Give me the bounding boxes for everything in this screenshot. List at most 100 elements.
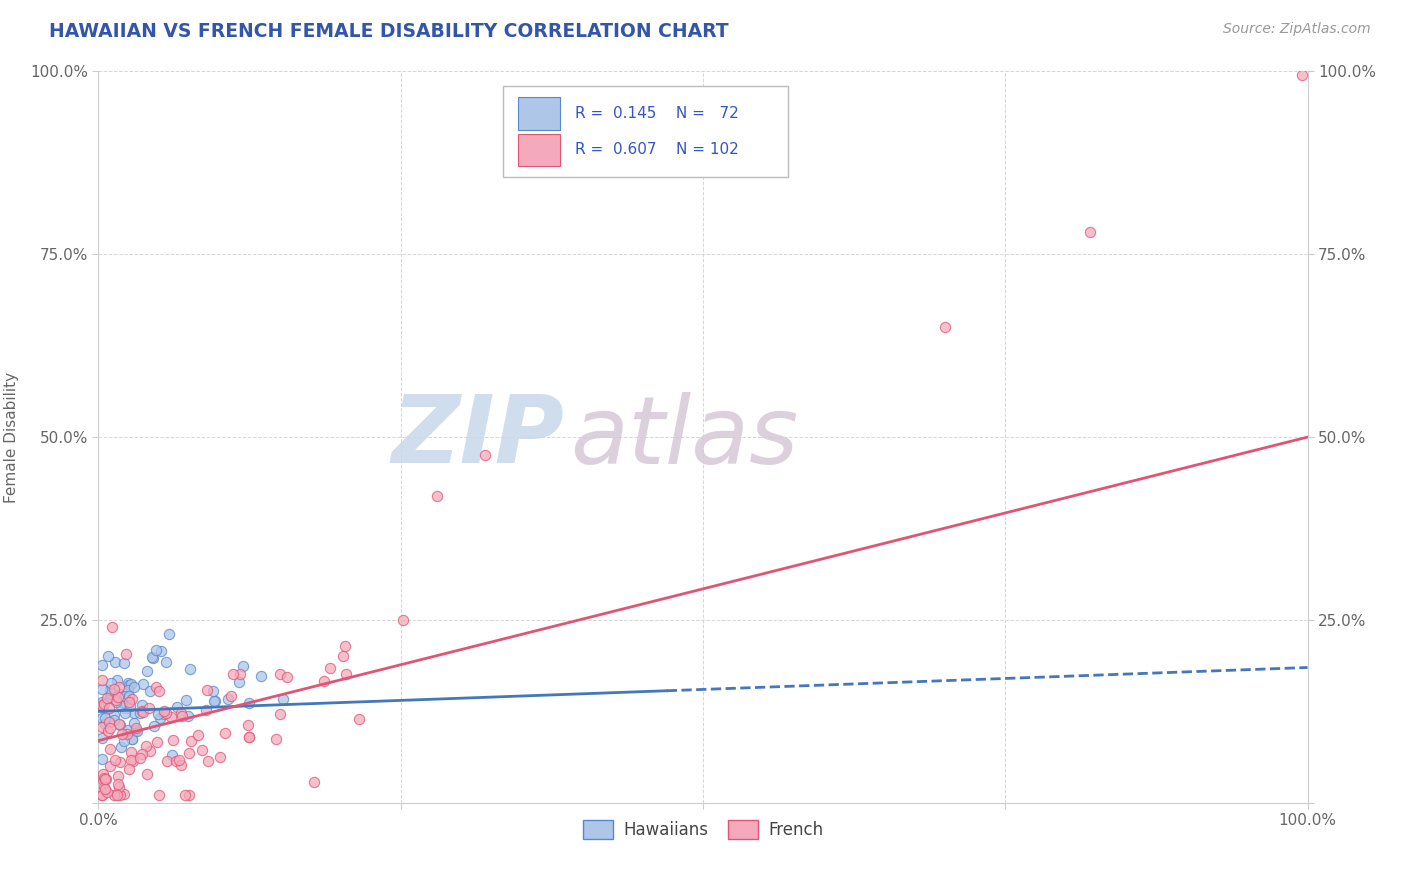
Point	[335, 666, 357, 681]
Point	[91, 681, 114, 696]
Point	[107, 681, 129, 695]
Point	[314, 673, 336, 688]
Point	[149, 644, 172, 658]
Point	[249, 668, 271, 682]
Point	[204, 694, 226, 708]
Point	[93, 772, 115, 786]
Point	[170, 757, 193, 772]
Point	[135, 739, 157, 753]
Point	[125, 723, 148, 737]
Point	[98, 690, 121, 704]
Point	[117, 762, 139, 776]
Point	[91, 699, 114, 714]
Point	[149, 711, 172, 725]
Point	[139, 683, 162, 698]
Point	[474, 448, 496, 462]
Point	[180, 734, 202, 748]
Point	[98, 683, 121, 698]
Point	[105, 789, 128, 803]
Point	[112, 656, 135, 670]
Point	[91, 789, 114, 803]
Point	[100, 687, 122, 701]
Point	[136, 665, 159, 679]
Point	[122, 680, 145, 694]
Point	[118, 678, 141, 692]
Text: R =  0.145    N =   72: R = 0.145 N = 72	[575, 106, 738, 121]
Point	[155, 656, 177, 670]
Point	[115, 727, 138, 741]
Point	[118, 699, 141, 714]
Point	[94, 717, 117, 731]
Point	[93, 772, 115, 786]
Point	[217, 692, 239, 706]
Point	[349, 712, 371, 726]
Text: R =  0.607    N = 102: R = 0.607 N = 102	[575, 143, 738, 158]
Point	[152, 706, 174, 721]
Point	[162, 733, 184, 747]
Point	[118, 689, 141, 703]
Point	[121, 692, 143, 706]
Y-axis label: Female Disability: Female Disability	[4, 371, 18, 503]
Point	[110, 718, 132, 732]
Point	[269, 667, 291, 681]
Point	[146, 735, 169, 749]
Point	[332, 648, 354, 663]
Point	[103, 707, 125, 722]
Point	[179, 663, 201, 677]
Point	[91, 767, 114, 781]
Point	[125, 723, 148, 738]
Point	[91, 658, 114, 673]
Point	[97, 723, 120, 738]
Point	[100, 676, 122, 690]
Point	[136, 766, 159, 780]
Point	[145, 643, 167, 657]
Point	[142, 651, 165, 665]
Text: Source: ZipAtlas.com: Source: ZipAtlas.com	[1223, 22, 1371, 37]
Point	[112, 734, 135, 748]
Point	[148, 684, 170, 698]
Point	[117, 683, 139, 698]
Point	[104, 753, 127, 767]
Point	[115, 647, 138, 661]
Point	[173, 789, 195, 803]
Point	[98, 741, 121, 756]
Point	[91, 731, 114, 745]
Point	[93, 697, 115, 711]
Point	[107, 690, 129, 704]
Point	[165, 754, 187, 768]
Point	[94, 710, 117, 724]
Point	[108, 780, 131, 795]
Point	[98, 721, 121, 735]
Point	[96, 785, 118, 799]
Point	[122, 755, 145, 769]
Point	[238, 730, 260, 744]
Point	[131, 747, 153, 761]
Point	[91, 698, 114, 712]
Point	[934, 320, 956, 334]
Point	[108, 717, 131, 731]
Point	[98, 759, 121, 773]
Point	[219, 689, 242, 703]
Point	[148, 706, 170, 721]
Point	[107, 777, 129, 791]
Point	[304, 775, 326, 789]
Point	[97, 649, 120, 664]
Point	[103, 713, 125, 727]
Point	[117, 676, 139, 690]
Point	[204, 694, 226, 708]
Point	[155, 706, 177, 721]
Point	[145, 680, 167, 694]
Point	[228, 666, 250, 681]
Point	[108, 756, 131, 770]
Point	[143, 719, 166, 733]
FancyBboxPatch shape	[517, 97, 561, 130]
Point	[167, 753, 190, 767]
Point	[105, 695, 128, 709]
Text: HAWAIIAN VS FRENCH FEMALE DISABILITY CORRELATION CHART: HAWAIIAN VS FRENCH FEMALE DISABILITY COR…	[49, 22, 728, 41]
Point	[98, 700, 121, 714]
Point	[201, 683, 224, 698]
Point	[166, 700, 188, 714]
Point	[148, 789, 170, 803]
Point	[111, 727, 134, 741]
Point	[91, 772, 114, 787]
